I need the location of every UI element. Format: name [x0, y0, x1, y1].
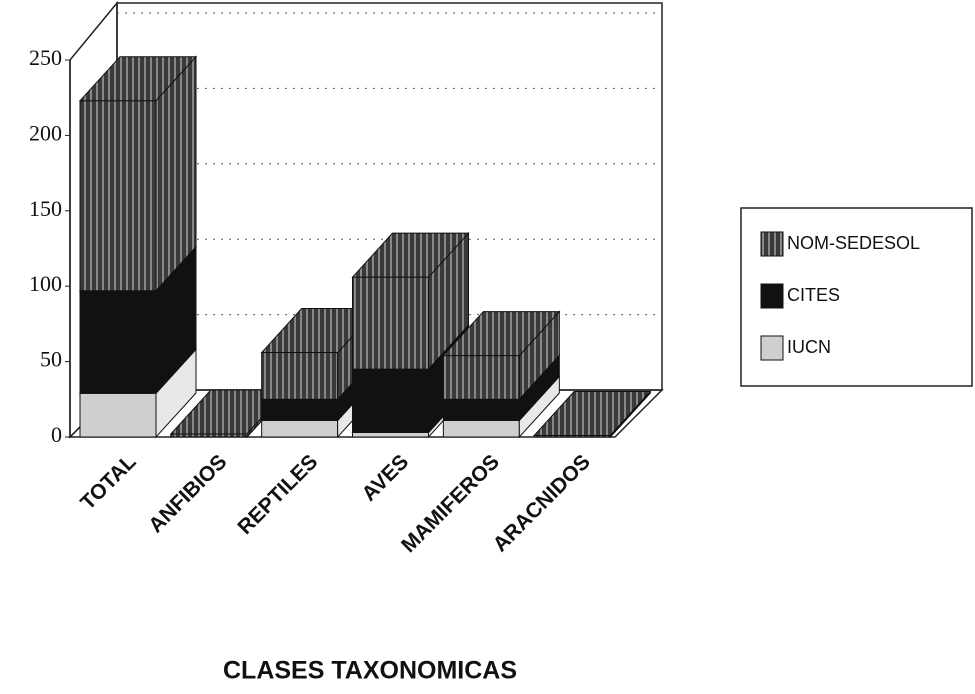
bar-segment	[442, 419, 520, 438]
bar-segment	[352, 276, 429, 370]
y-tick-label: 50	[40, 347, 62, 372]
legend-label: IUCN	[787, 337, 831, 357]
bar-segment	[79, 100, 157, 292]
x-tick-label: ANFIBIOS	[144, 450, 231, 537]
x-tick-label: MAMIFEROS	[397, 450, 504, 557]
bar-segment	[261, 398, 339, 421]
y-tick-label: 250	[29, 45, 62, 70]
bar-segment	[352, 368, 429, 433]
y-tick-label: 100	[29, 271, 62, 296]
bar-segment	[79, 290, 157, 394]
legend-label: NOM-SEDESOL	[787, 233, 920, 253]
legend-swatch	[760, 283, 784, 309]
legend-swatch	[760, 335, 784, 361]
bar-top	[533, 390, 652, 436]
x-tick-label: REPTILES	[233, 450, 322, 539]
legend-swatch	[760, 231, 784, 257]
bar-segment	[442, 398, 520, 421]
bar-segment	[352, 431, 429, 438]
bar-segment	[261, 419, 339, 438]
y-tick-label: 150	[29, 196, 62, 221]
bar-segment	[442, 355, 520, 400]
x-tick-label: AVES	[358, 450, 414, 506]
y-tick-label: 200	[29, 120, 62, 145]
bar-top	[442, 311, 561, 357]
x-tick-label: TOTAL	[76, 450, 141, 515]
x-axis-title: CLASES TAXONOMICAS	[223, 657, 517, 685]
bar-segment	[79, 392, 157, 438]
bar-top	[78, 56, 198, 102]
bar-top	[351, 232, 470, 278]
x-tick-label: ARACNIDOS	[489, 450, 595, 556]
bar-segment	[261, 352, 339, 400]
y-tick-label: 0	[51, 422, 62, 447]
legend-label: CITES	[787, 285, 840, 305]
